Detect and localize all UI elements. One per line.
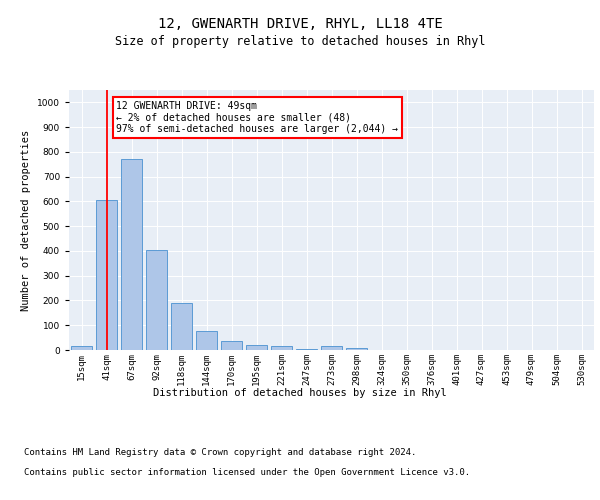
Bar (171, 303, 192, 350)
Text: Contains public sector information licensed under the Open Government Licence v3: Contains public sector information licen… (24, 468, 470, 477)
Bar (246, 345, 267, 350)
Bar (71, 346, 92, 350)
Bar (321, 346, 342, 350)
Bar (196, 330, 217, 350)
Text: 12, GWENARTH DRIVE, RHYL, LL18 4TE: 12, GWENARTH DRIVE, RHYL, LL18 4TE (158, 18, 442, 32)
Text: 12 GWENARTH DRIVE: 49sqm
← 2% of detached houses are smaller (48)
97% of semi-de: 12 GWENARTH DRIVE: 49sqm ← 2% of detache… (116, 101, 398, 134)
Y-axis label: Number of detached properties: Number of detached properties (22, 130, 31, 310)
Text: Contains HM Land Registry data © Crown copyright and database right 2024.: Contains HM Land Registry data © Crown c… (24, 448, 416, 457)
Bar (221, 340, 242, 350)
Text: Distribution of detached houses by size in Rhyl: Distribution of detached houses by size … (153, 388, 447, 398)
Bar (271, 346, 292, 350)
Bar (296, 349, 317, 350)
Bar (96, 200, 117, 350)
Bar (346, 348, 367, 350)
Text: Size of property relative to detached houses in Rhyl: Size of property relative to detached ho… (115, 35, 485, 48)
Bar (146, 250, 167, 350)
Bar (121, 160, 142, 350)
